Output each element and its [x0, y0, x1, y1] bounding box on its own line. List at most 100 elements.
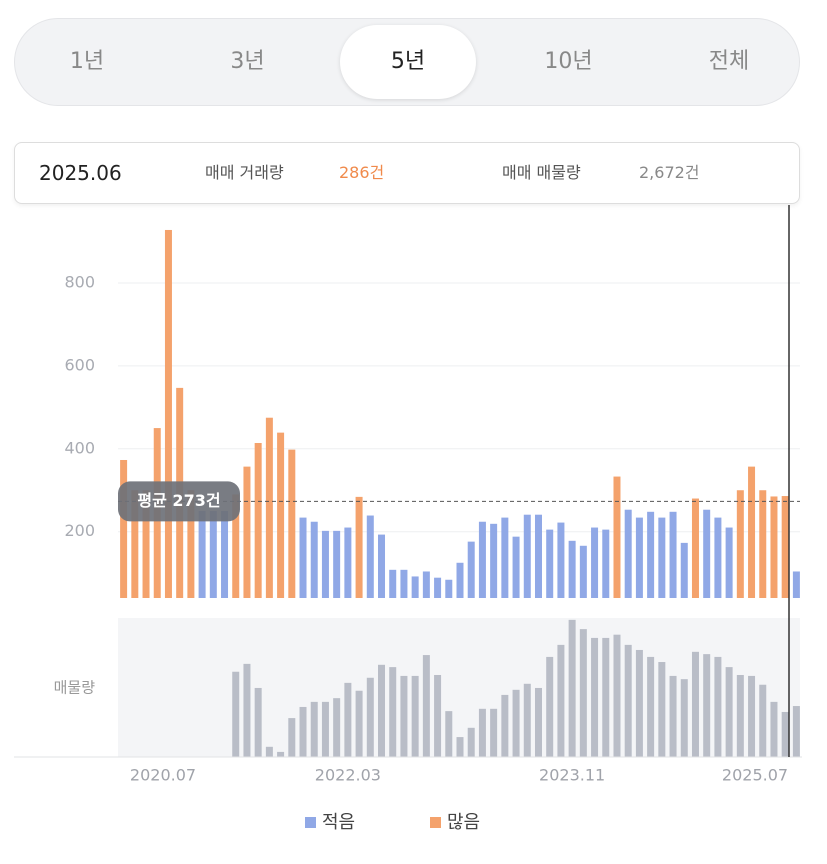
x-tick-label: 2025.07: [722, 766, 788, 785]
bar: [333, 530, 341, 598]
listing-bar: [478, 708, 486, 757]
listing-panel: [118, 618, 800, 757]
period-tab[interactable]: 전체: [708, 49, 750, 74]
listing-value: 2,672건: [639, 163, 700, 182]
period-tab[interactable]: 5년: [340, 25, 476, 99]
legend-swatch: [430, 817, 441, 828]
bar: [456, 562, 464, 598]
listing-axis-label: 매물량: [54, 679, 96, 697]
bar: [164, 229, 172, 598]
bar: [355, 496, 363, 598]
listing-bar: [736, 674, 744, 757]
listing-bar: [512, 689, 520, 757]
listing-bar: [748, 675, 756, 757]
bar: [434, 577, 442, 598]
listing-bar: [613, 634, 621, 757]
listing-bar: [759, 684, 767, 757]
bar: [512, 536, 520, 598]
bar: [467, 541, 475, 598]
bar: [669, 511, 677, 598]
listing-bar: [333, 698, 341, 757]
bar: [288, 449, 296, 598]
period-tab[interactable]: 3년: [230, 49, 265, 74]
listing-bar: [310, 701, 318, 757]
bar: [243, 466, 251, 598]
bar: [400, 569, 408, 598]
listing-bar: [557, 644, 565, 757]
listing-bar: [366, 677, 374, 757]
listing-bar: [501, 694, 509, 757]
bar: [120, 459, 128, 598]
bar: [759, 490, 767, 598]
period-tab[interactable]: 1년: [69, 49, 105, 74]
listing-bar: [792, 706, 800, 757]
bar: [478, 521, 486, 598]
bar: [635, 517, 643, 598]
listing-bar: [714, 656, 722, 757]
bar: [770, 496, 778, 598]
bar: [321, 530, 329, 598]
bar: [411, 576, 419, 598]
bar: [366, 515, 374, 598]
bar: [613, 476, 621, 598]
period-tab[interactable]: 10년: [544, 49, 593, 74]
bar: [131, 490, 139, 598]
listing-bar: [321, 701, 329, 757]
listing-bar: [635, 649, 643, 757]
listing-bar: [568, 619, 576, 757]
listing-bar: [355, 690, 363, 757]
x-tick-label: 2020.07: [130, 766, 196, 785]
listing-bar: [389, 667, 397, 757]
listing-bar: [691, 651, 699, 757]
bar: [691, 498, 699, 598]
y-tick-label: 400: [64, 438, 95, 457]
listing-bar: [658, 662, 666, 757]
bar: [658, 517, 666, 598]
bar: [781, 496, 789, 598]
listing-bar: [781, 711, 789, 757]
bar: [389, 569, 397, 598]
listing-bar: [534, 687, 542, 757]
listing-bar: [591, 637, 599, 757]
listing-bar: [647, 656, 655, 757]
listing-bar: [703, 654, 711, 757]
listing-bar: [523, 683, 531, 757]
y-tick-label: 800: [64, 273, 95, 292]
info-box: 2025.06 매매 거래량 286건 매매 매물량 2,672건: [14, 142, 800, 204]
listing-bar: [445, 711, 453, 757]
bar: [703, 509, 711, 598]
bar: [198, 510, 206, 598]
x-tick-label: 2023.11: [539, 766, 605, 785]
bar: [378, 534, 386, 598]
listing-bar: [288, 718, 296, 757]
bar: [748, 466, 756, 598]
legend-label: 많음: [447, 812, 480, 833]
bar: [792, 571, 800, 598]
listing-bar: [579, 629, 587, 757]
period-tabs: 1년 3년 5년 10년 전체: [14, 18, 800, 106]
listing-bar: [344, 682, 352, 757]
listing-label: 매매 매물량: [502, 163, 581, 182]
listing-bar: [254, 687, 262, 757]
listing-bar: [243, 663, 251, 757]
trade-label: 매매 거래량: [205, 163, 284, 182]
bar: [153, 428, 161, 598]
listing-bar: [456, 737, 464, 757]
listing-bar: [400, 675, 408, 757]
y-tick-label: 600: [64, 355, 95, 374]
bar: [232, 494, 240, 598]
bar: [602, 529, 610, 598]
x-tick-label: 2022.03: [315, 766, 381, 785]
bar: [344, 527, 352, 598]
bar: [176, 387, 184, 598]
bar: [725, 527, 733, 598]
listing-bar: [624, 644, 632, 757]
bar: [557, 522, 565, 598]
info-date: 2025.06: [39, 161, 122, 185]
bar: [265, 417, 273, 598]
bar: [534, 514, 542, 598]
bar: [209, 510, 217, 598]
bar: [310, 521, 318, 598]
